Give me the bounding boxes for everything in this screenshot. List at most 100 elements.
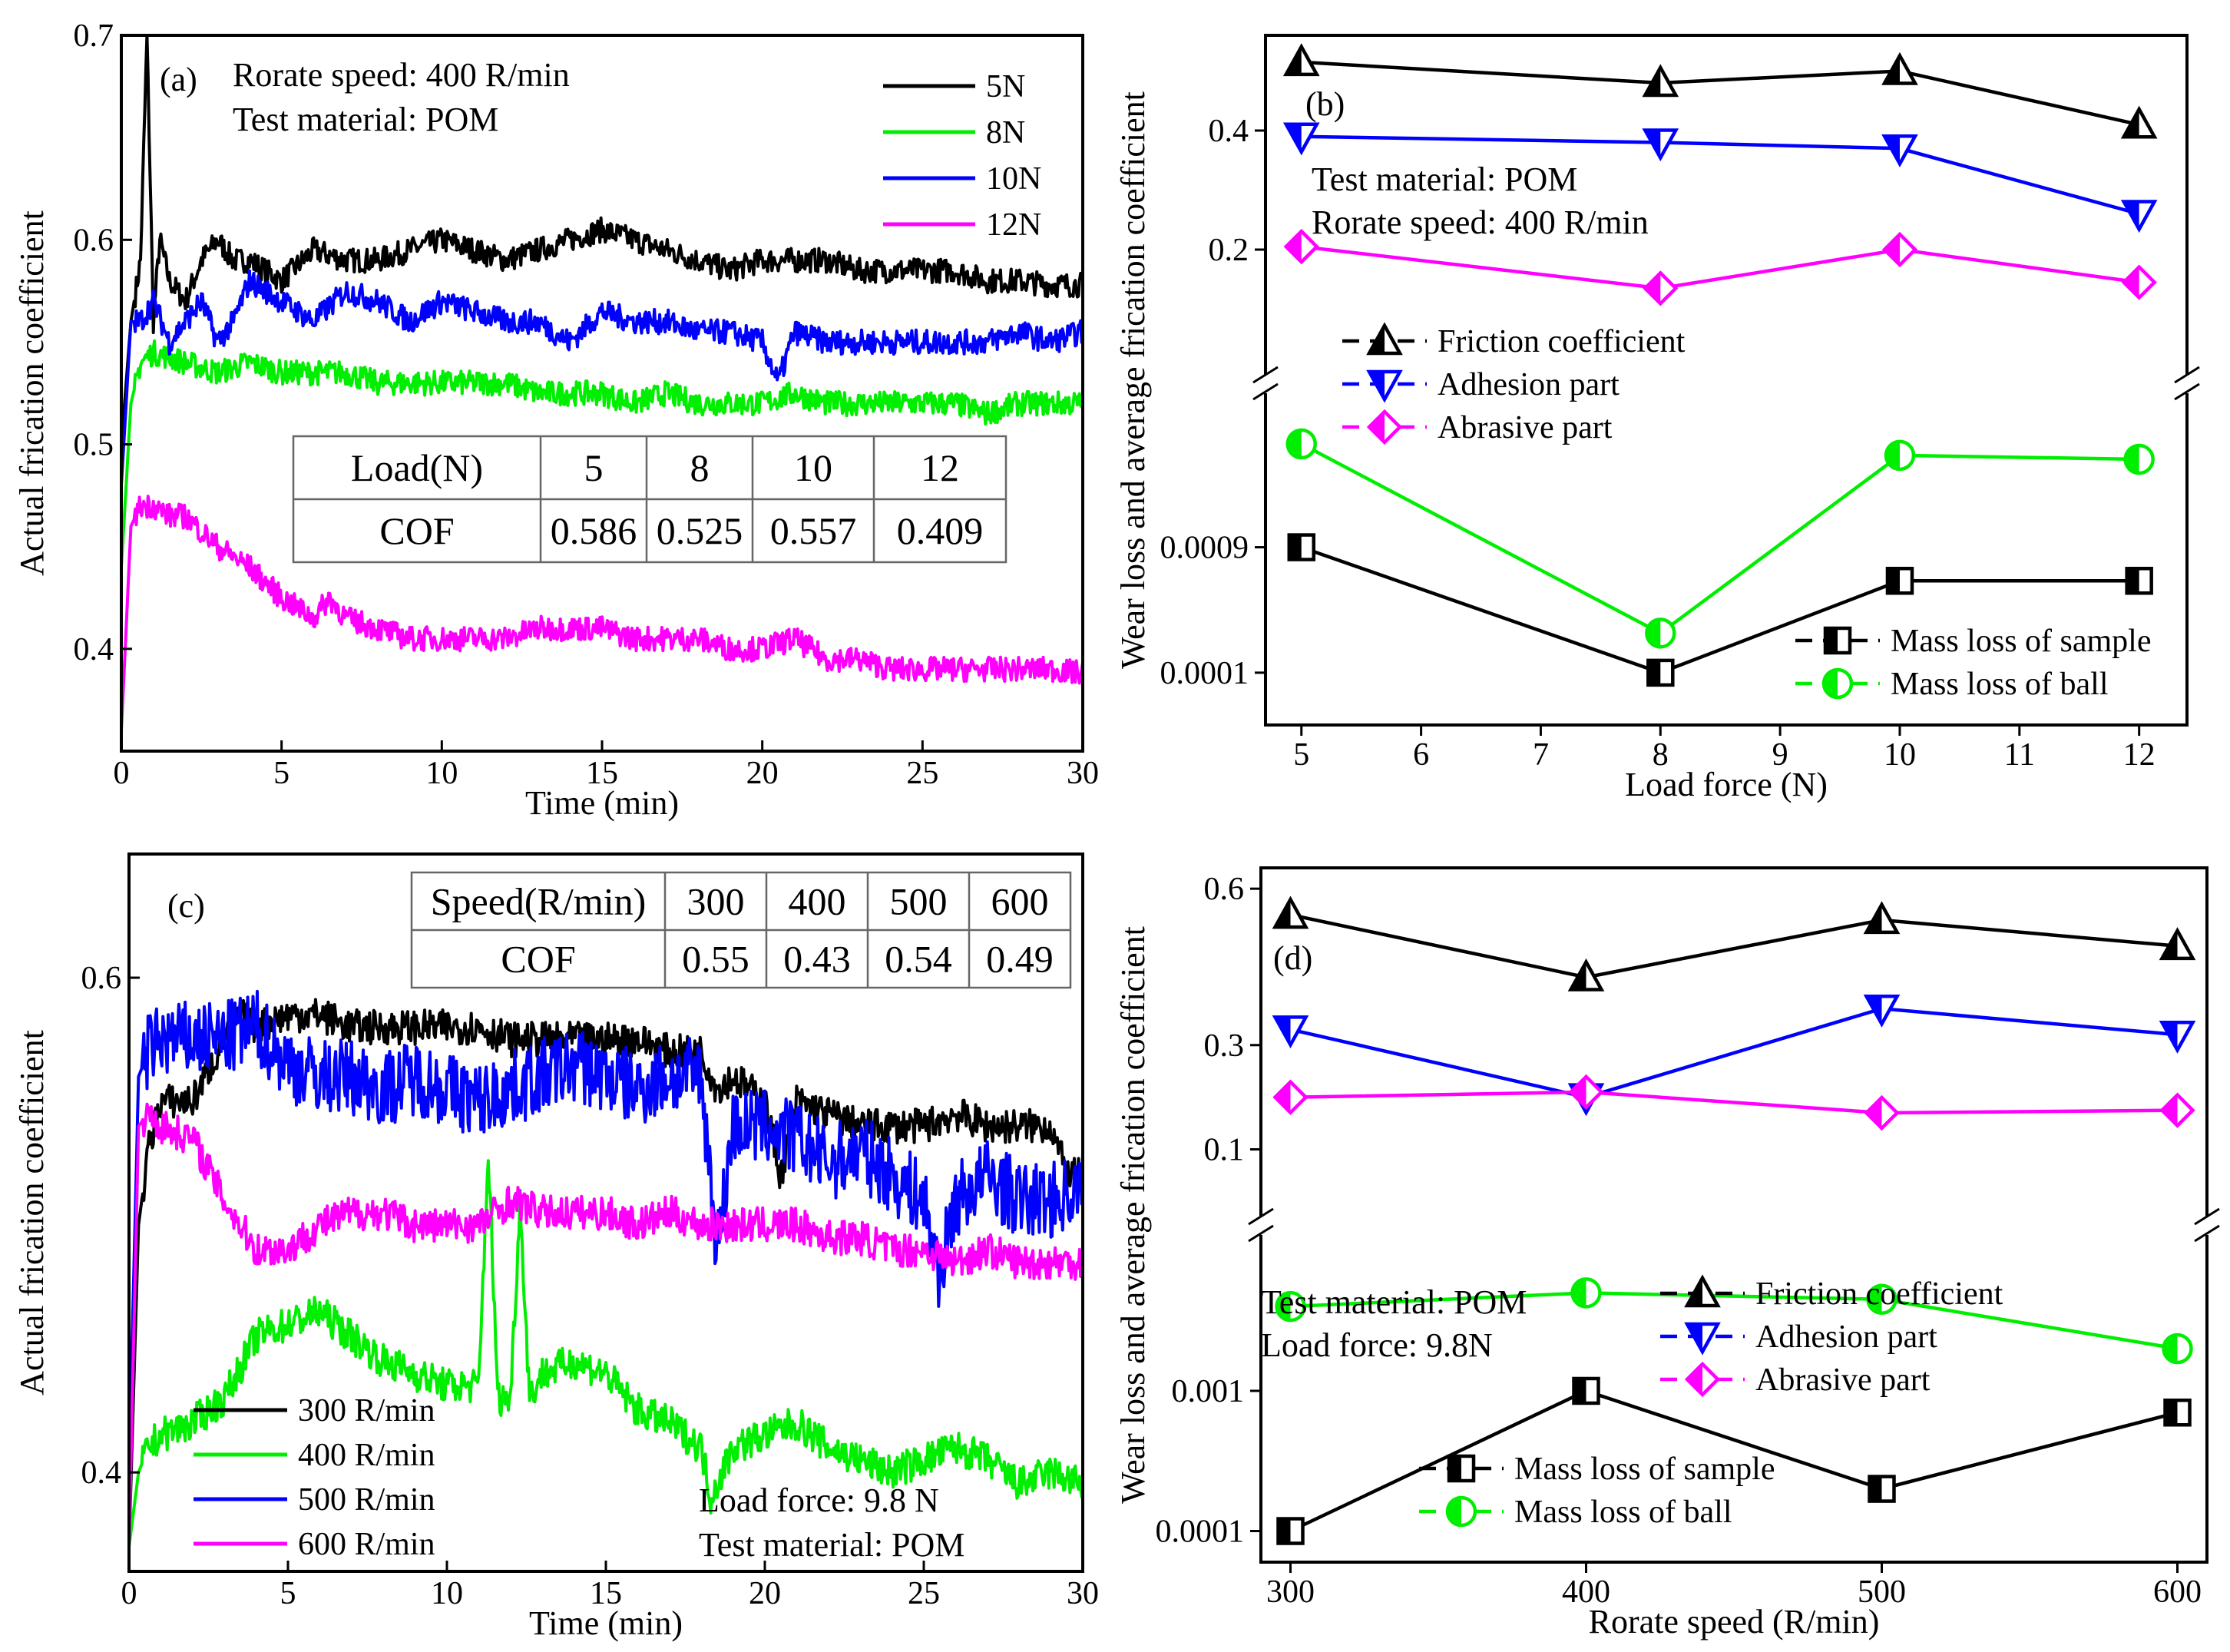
series-line-Friction-coefficient [1301,60,2140,127]
y-tick-label: 0.6 [1204,872,1245,907]
axis-break-gap [2195,1217,2219,1235]
axis-break-gap [1249,1217,1273,1235]
annotation: Test material: POM [233,101,498,138]
table-cell: 0.43 [783,938,851,981]
data-point-Mass-loss-of-ball [1275,1290,1306,1323]
data-point-Friction-coefficient [1567,958,1605,992]
data-point-Mass-loss-of-ball [1884,439,1916,472]
table-cell: COF [501,938,575,981]
x-tick-label: 600 [2153,1574,2202,1610]
annotation: Test material: POM [1312,161,1577,198]
y-axis-label: Actual frication coefficient [13,1030,51,1395]
axis-break-gap [2175,375,2199,393]
data-point-Adhesion-part [2120,200,2158,233]
panel-label: (a) [160,61,197,98]
table-cell: 400 [789,880,846,923]
x-tick-label: 10 [431,1576,463,1611]
annotation: Rorate speed: 400 R/min [1312,204,1649,241]
legend-marker [1821,667,1854,700]
legend-label: Mass loss of sample [1514,1452,1775,1487]
y-tick-label: 0.5 [74,428,114,463]
annotation: Load force: 9.8N [1261,1326,1493,1364]
data-point-Abrasive-part [2159,1092,2195,1128]
data-point-Adhesion-part [1272,1015,1309,1049]
data-point-Abrasive-part [1881,231,1918,268]
legend-label: 5N [986,69,1025,104]
y-tick-label: 0.4 [1209,114,1249,149]
legend-marker [1684,1361,1721,1398]
x-tick-label: 9 [1772,737,1788,773]
data-point-Mass-loss-of-sample [1885,566,1914,595]
legend-label: 10N [986,161,1041,197]
x-tick-label: 30 [1067,756,1099,791]
data-point-Adhesion-part [1881,134,1918,167]
x-axis-label: Time (min) [529,1604,683,1642]
legend-label: Friction coefficient [1755,1276,2003,1312]
x-tick-label: 20 [749,1576,781,1611]
annotation: Rorate speed: 400 R/min [233,56,570,94]
table-cell: 10 [794,446,832,489]
legend-label: Adhesion part [1755,1319,1937,1355]
x-axis-label: Rorate speed (R/min) [1589,1603,1880,1640]
annotation: Test material: POM [1261,1283,1527,1321]
table-cell: COF [379,509,454,552]
series-line-5N [120,34,1084,445]
data-point-Mass-loss-of-sample [1276,1517,1305,1545]
x-tick-label: 10 [425,756,458,791]
axis-break-mark [2174,366,2200,384]
data-point-Adhesion-part [1642,128,1679,162]
table-cell: 0.54 [885,938,952,981]
legend-label: 600 R/min [298,1527,435,1562]
panel-label: (c) [167,887,205,925]
legend-label: Mass loss of ball [1514,1495,1732,1530]
data-point-Adhesion-part [1863,995,1901,1028]
legend-marker [1684,1322,1721,1356]
data-point-Mass-loss-of-sample [2163,1399,2192,1427]
series-line-Adhesion-part [1301,134,2140,216]
y-tick-label: 0.2 [1209,233,1249,268]
series-line-Mass-loss-of-sample [1301,545,2139,675]
y-tick-label: 0.0001 [1160,656,1249,691]
table-cell: 0.49 [986,938,1054,981]
series-line-Adhesion-part [1289,1007,2178,1100]
annotation: Test material: POM [699,1526,964,1564]
series-line-8N [120,339,1084,568]
data-point-Friction-coefficient [2120,105,2158,139]
data-point-Mass-loss-of-ball [1285,428,1318,460]
y-axis-label: Actual frication coefficient [13,210,51,576]
y-tick-label: 0.001 [1172,1374,1245,1409]
series-line-12N [120,495,1084,731]
x-axis-label: Load force (N) [1625,766,1828,803]
y-tick-label: 0.0001 [1156,1515,1245,1550]
x-tick-label: 0 [121,1576,137,1611]
data-point-Mass-loss-of-sample [1287,533,1316,561]
panel-a: 0 5 10 15 20 25 30 0.4 0.5 0.6 0.7 Time (min) Actual… [13,18,1099,822]
y-tick-label: 0.6 [81,961,122,996]
series-line-Mass-loss-of-sample [1289,1389,2179,1533]
plot-frame [1259,866,2208,1564]
x-tick-label: 30 [1067,1576,1099,1611]
x-tick-label: 12 [2123,737,2156,773]
axis-break-mark [1252,382,1279,401]
data-point-Abrasive-part [1272,1079,1309,1115]
table-cell: 0.409 [897,509,984,552]
series-line-Friction-coefficient [1290,912,2178,979]
table-cell: 300 [687,880,745,923]
legend-marker [1366,369,1403,403]
table-cell: 8 [690,446,710,489]
table-cell: 5 [584,446,604,489]
data-point-Abrasive-part [1643,270,1679,306]
x-tick-label: 11 [2004,737,2035,773]
data-point-Mass-loss-of-sample [1868,1475,1896,1503]
x-tick-label: 20 [746,756,779,791]
table-cell: 0.557 [770,509,857,552]
x-tick-label: 400 [1562,1574,1610,1610]
axis-break-gap [1253,375,1278,393]
panel-c: 0 5 10 15 20 25 30 0.4 0.6 Time (min) Actual frica… [13,852,1099,1642]
y-tick-label: 0.4 [81,1455,122,1491]
x-tick-label: 15 [586,756,618,791]
legend-marker [1823,626,1852,655]
legend-label: 400 R/min [298,1438,435,1473]
table-cell: Load(N) [351,446,483,489]
